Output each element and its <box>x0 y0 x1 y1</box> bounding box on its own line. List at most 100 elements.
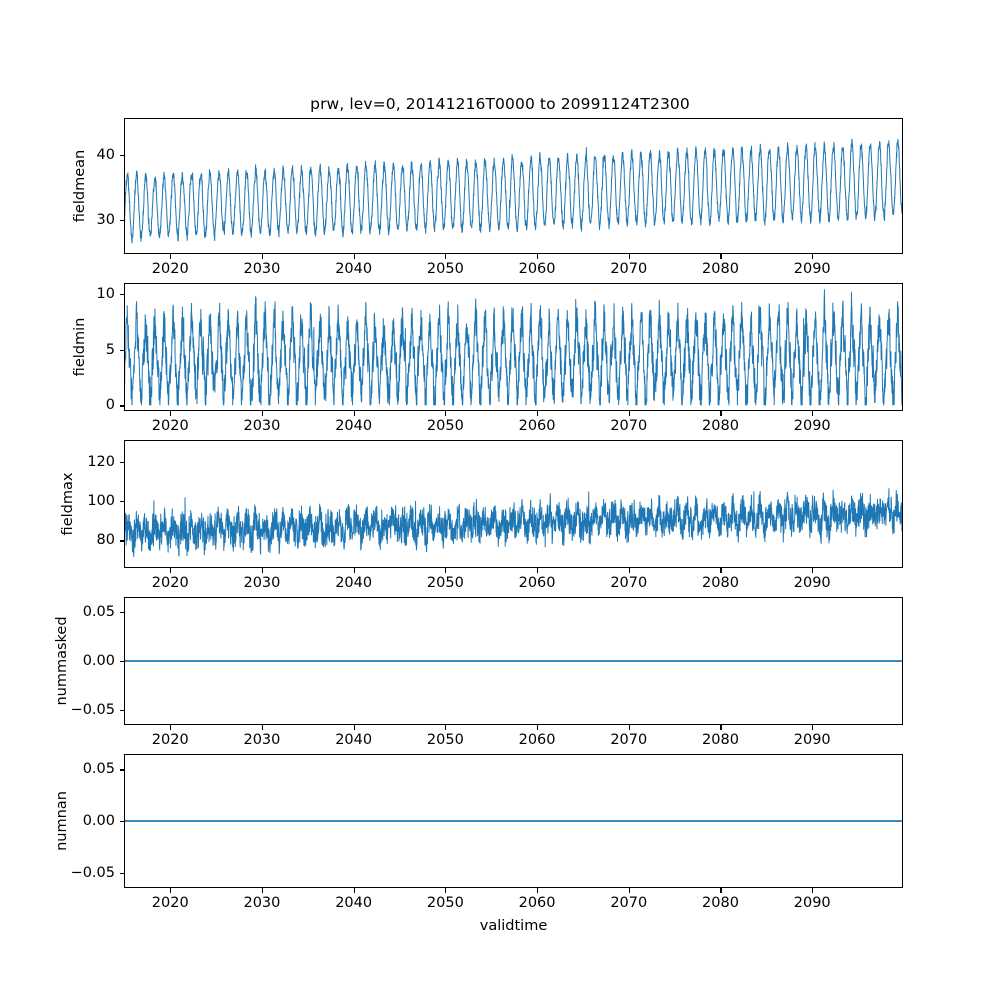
x-tick-mark-fieldmin-3 <box>445 411 447 416</box>
x-tick-label-nummasked-7: 2090 <box>793 732 831 748</box>
x-tick-label-fieldmin-0: 2020 <box>151 418 189 434</box>
x-tick-mark-fieldmax-3 <box>445 568 447 573</box>
y-tick-label-fieldmax-0: 80 <box>96 532 115 549</box>
x-tick-label-numnan-6: 2080 <box>702 895 739 911</box>
x-tick-mark-nummasked-6 <box>720 725 722 730</box>
x-tick-mark-fieldmax-4 <box>537 568 539 573</box>
x-tick-label-fieldmean-6: 2080 <box>702 261 739 277</box>
x-tick-label-numnan-4: 2060 <box>518 895 556 911</box>
x-tick-label-numnan-0: 2020 <box>151 895 189 911</box>
x-axis-label: validtime <box>479 918 548 934</box>
y-tick-mark-fieldmax-1 <box>119 501 124 503</box>
y-tick-mark-numnan-1 <box>119 821 124 823</box>
x-tick-label-fieldmin-5: 2070 <box>610 418 648 434</box>
x-tick-mark-fieldmin-7 <box>812 411 814 416</box>
x-tick-label-fieldmean-4: 2060 <box>518 261 556 277</box>
x-tick-mark-fieldmin-5 <box>628 411 630 416</box>
x-tick-label-fieldmin-1: 2030 <box>243 418 281 434</box>
y-tick-mark-fieldmax-2 <box>119 461 124 463</box>
x-tick-label-numnan-1: 2030 <box>243 895 281 911</box>
plot-area-nummasked <box>124 597 903 725</box>
series-line-fieldmean <box>124 139 903 243</box>
series-line-fieldmax <box>124 489 903 557</box>
x-tick-label-fieldmean-1: 2030 <box>243 261 281 277</box>
x-tick-mark-nummasked-5 <box>628 725 630 730</box>
subplot-fieldmax <box>124 440 903 568</box>
x-tick-label-fieldmean-7: 2090 <box>793 261 831 277</box>
x-tick-label-fieldmin-4: 2060 <box>518 418 556 434</box>
x-tick-mark-fieldmax-0 <box>170 568 172 573</box>
x-tick-mark-fieldmean-1 <box>261 254 264 259</box>
x-tick-mark-fieldmax-6 <box>720 568 722 573</box>
plot-area-fieldmin <box>124 283 903 411</box>
y-tick-mark-fieldmin-2 <box>119 294 124 296</box>
plot-area-fieldmax <box>124 440 903 568</box>
y-tick-label-fieldmean-0: 30 <box>96 212 115 228</box>
x-tick-mark-nummasked-2 <box>353 725 355 730</box>
y-axis-label-fieldmin: fieldmin <box>72 317 88 377</box>
y-tick-mark-fieldmin-0 <box>119 405 124 407</box>
x-tick-mark-fieldmax-1 <box>261 568 264 573</box>
x-tick-mark-fieldmax-2 <box>353 568 355 573</box>
x-tick-mark-fieldmean-0 <box>170 254 172 259</box>
subplot-nummasked <box>124 597 903 725</box>
x-tick-label-nummasked-4: 2060 <box>518 732 556 748</box>
x-tick-mark-fieldmin-2 <box>353 411 355 416</box>
y-tick-label-fieldmax-1: 100 <box>87 493 115 510</box>
y-tick-mark-nummasked-1 <box>119 661 124 663</box>
plot-area-fieldmean <box>124 118 903 254</box>
x-tick-mark-fieldmean-2 <box>353 254 355 259</box>
x-tick-label-fieldmax-5: 2070 <box>610 575 648 591</box>
x-tick-mark-numnan-6 <box>720 888 722 893</box>
x-tick-mark-numnan-4 <box>537 888 539 893</box>
x-tick-label-fieldmax-2: 2040 <box>335 575 373 591</box>
y-tick-label-fieldmean-1: 40 <box>96 146 115 163</box>
subplot-numnan <box>124 754 903 888</box>
x-tick-label-nummasked-0: 2020 <box>151 732 189 748</box>
x-tick-mark-nummasked-4 <box>537 725 539 730</box>
x-tick-mark-nummasked-0 <box>170 725 172 730</box>
x-tick-label-fieldmin-2: 2040 <box>335 418 373 434</box>
y-tick-label-numnan-0: −0.05 <box>70 864 115 881</box>
x-tick-label-fieldmean-5: 2070 <box>610 261 648 277</box>
x-tick-mark-numnan-0 <box>170 888 172 893</box>
x-tick-label-numnan-7: 2090 <box>793 895 831 911</box>
x-tick-label-nummasked-2: 2040 <box>335 732 373 748</box>
y-tick-label-numnan-2: 0.05 <box>82 761 115 778</box>
x-tick-mark-nummasked-3 <box>445 725 447 730</box>
x-tick-label-fieldmax-6: 2080 <box>702 575 739 591</box>
y-tick-mark-fieldmin-1 <box>119 349 124 351</box>
x-tick-label-nummasked-6: 2080 <box>702 732 739 748</box>
y-tick-label-numnan-1: 0.00 <box>82 813 115 829</box>
x-tick-label-numnan-3: 2050 <box>426 895 464 911</box>
x-tick-mark-fieldmin-6 <box>720 411 722 416</box>
x-tick-label-nummasked-3: 2050 <box>426 732 464 748</box>
x-tick-label-fieldmean-0: 2020 <box>151 261 189 277</box>
x-tick-mark-nummasked-7 <box>812 725 814 730</box>
x-tick-mark-numnan-1 <box>261 888 264 893</box>
y-axis-label-nummasked: nummasked <box>54 616 70 706</box>
y-tick-label-fieldmin-0: 0 <box>105 397 115 414</box>
x-tick-mark-fieldmin-0 <box>170 411 172 416</box>
y-tick-label-nummasked-1: 0.00 <box>82 653 115 669</box>
x-tick-mark-fieldmean-4 <box>537 254 539 259</box>
x-tick-label-numnan-5: 2070 <box>610 895 648 911</box>
figure-title: prw, lev=0, 20141216T0000 to 20991124T23… <box>310 95 690 113</box>
y-tick-label-nummasked-2: 0.05 <box>82 603 115 620</box>
y-axis-label-fieldmean: fieldmean <box>72 149 88 223</box>
y-tick-mark-numnan-0 <box>119 872 124 874</box>
x-tick-mark-fieldmax-5 <box>628 568 630 573</box>
x-tick-label-fieldmax-1: 2030 <box>243 575 281 591</box>
series-line-fieldmin <box>124 290 903 405</box>
x-tick-label-fieldmin-6: 2080 <box>702 418 739 434</box>
x-tick-mark-fieldmean-6 <box>720 254 722 259</box>
y-axis-label-numnan: numnan <box>54 791 70 851</box>
x-tick-mark-numnan-2 <box>353 888 355 893</box>
x-tick-mark-fieldmin-4 <box>537 411 539 416</box>
y-tick-mark-fieldmean-1 <box>119 154 124 156</box>
x-tick-label-numnan-2: 2040 <box>335 895 373 911</box>
x-tick-mark-numnan-3 <box>445 888 447 893</box>
x-tick-label-fieldmin-3: 2050 <box>426 418 464 434</box>
x-tick-mark-fieldmean-5 <box>628 254 630 259</box>
